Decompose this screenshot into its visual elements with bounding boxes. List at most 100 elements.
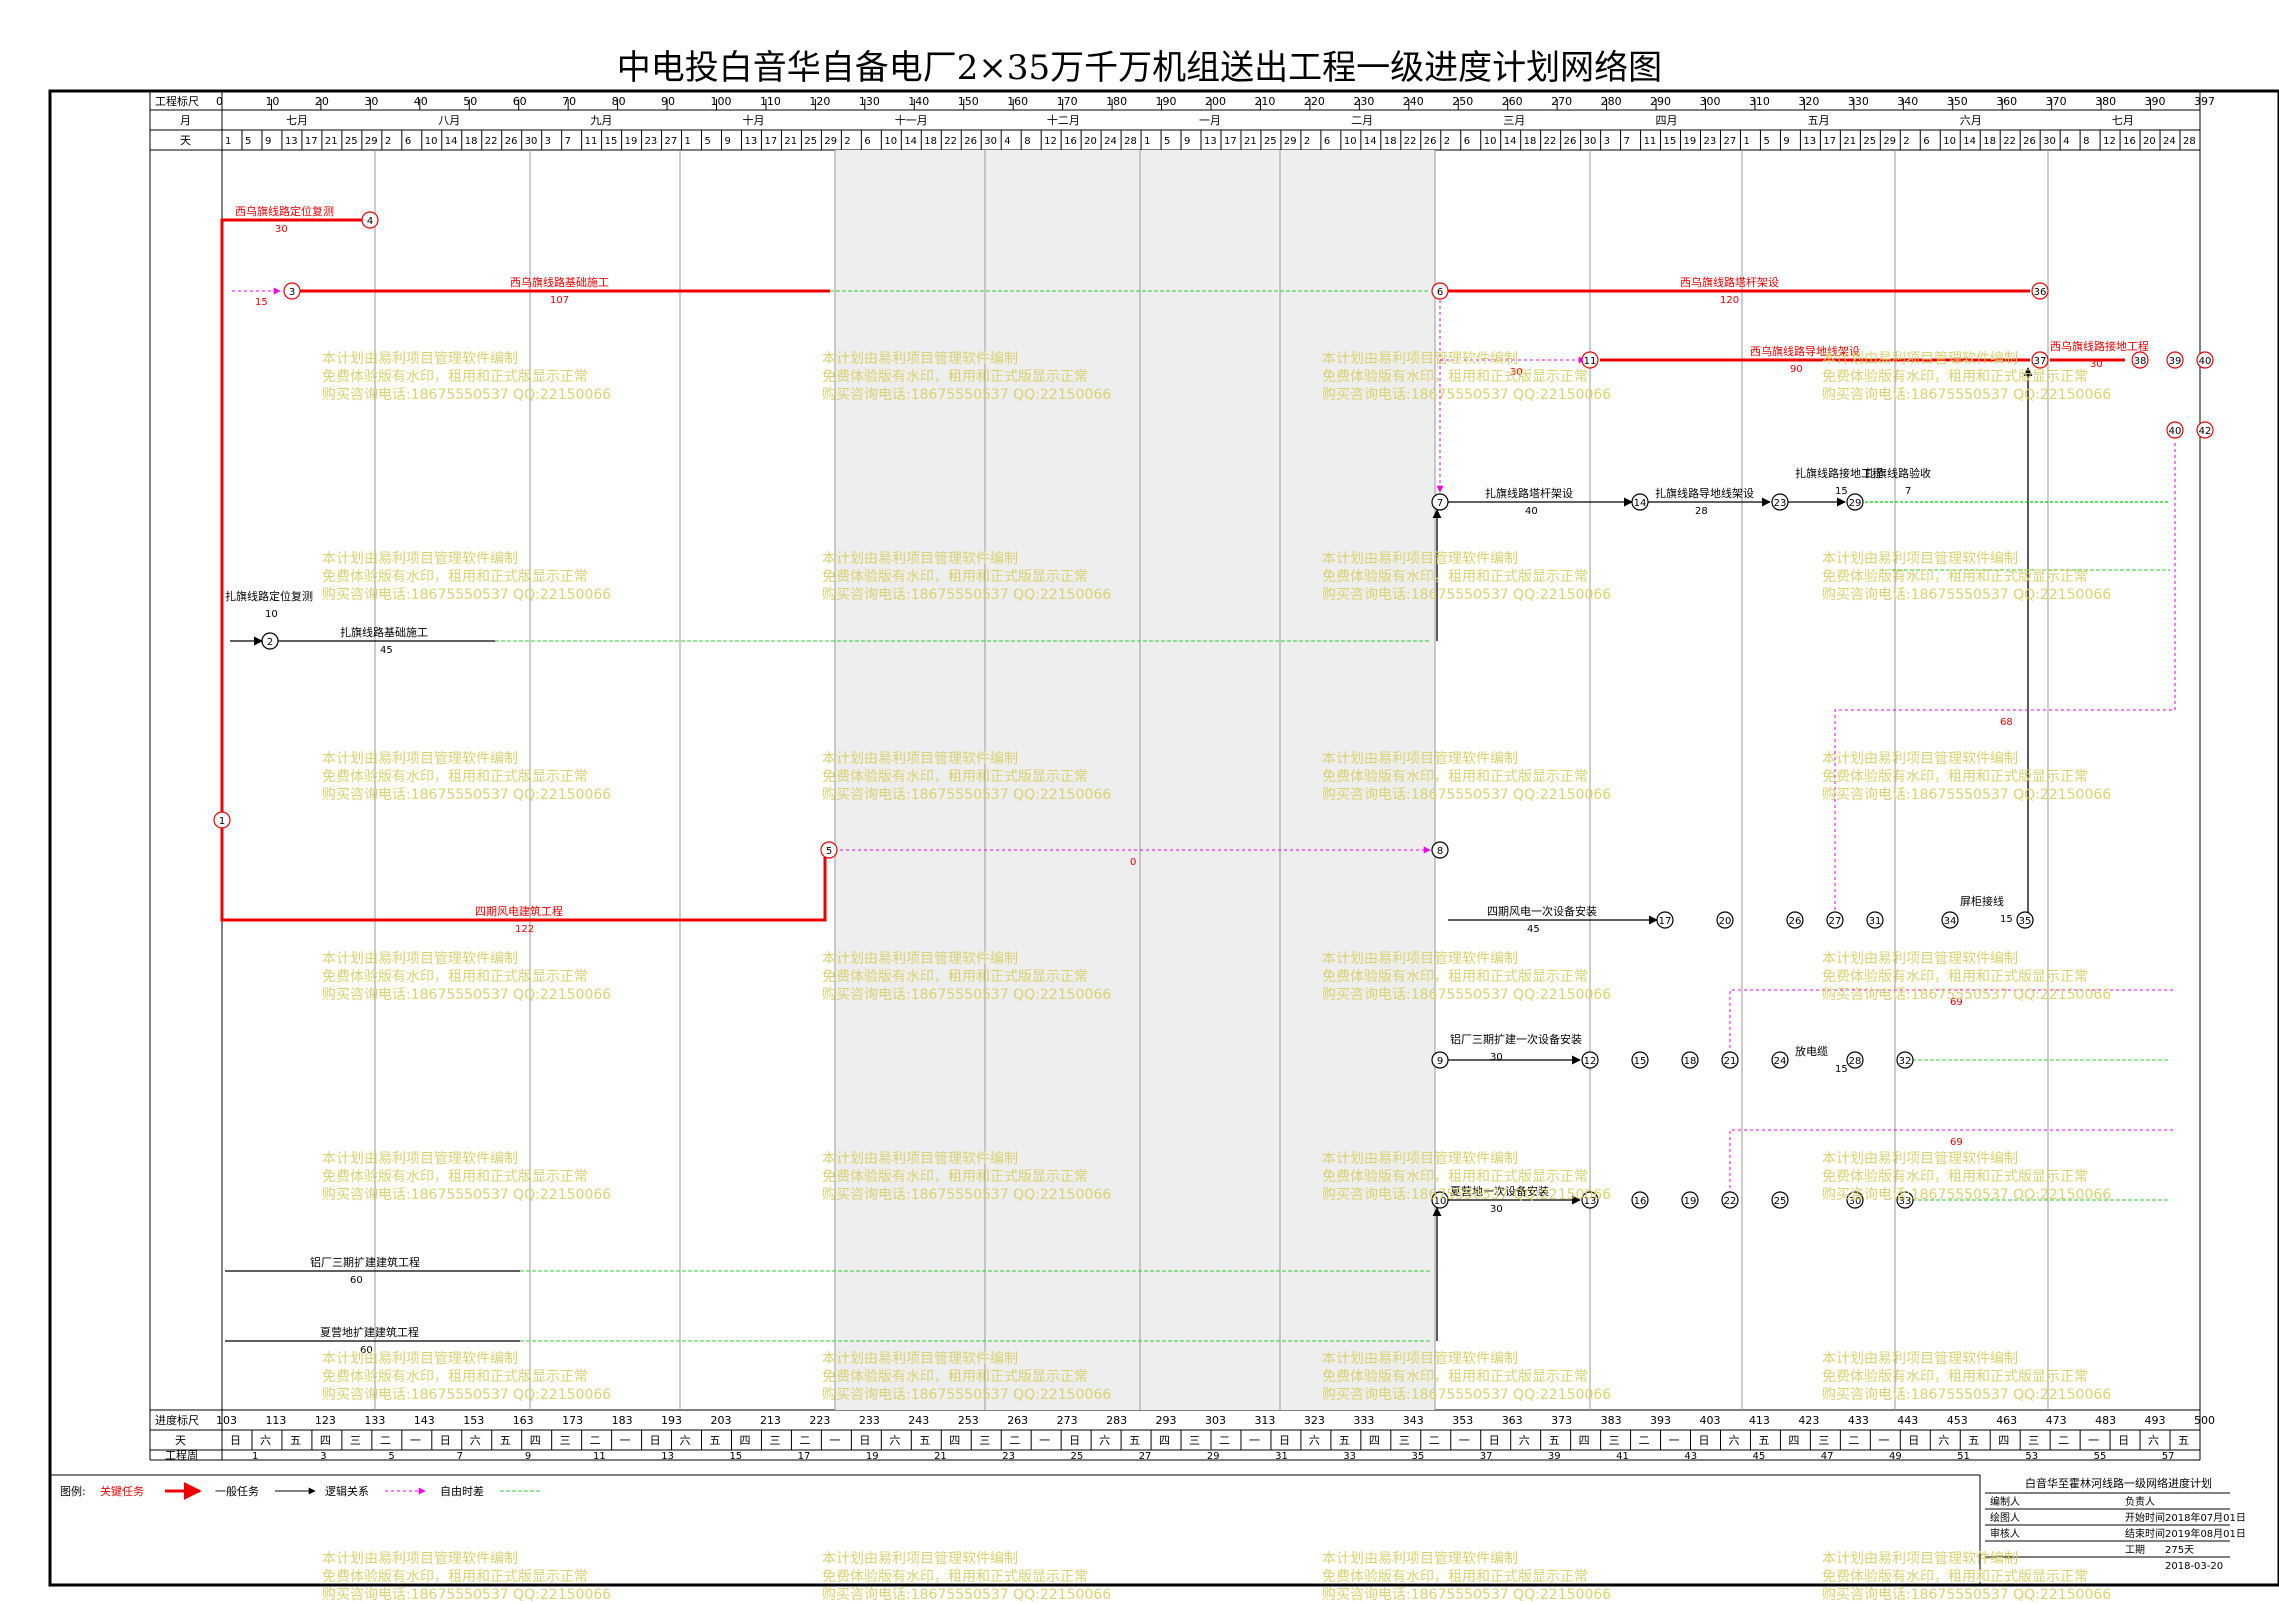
day-label: 8 [2083,136,2089,147]
weekday-label: 三 [1818,1434,1829,1447]
float-label: 69 [1950,1137,1963,1148]
day-label: 17 [305,136,318,147]
watermark-line: 免费体验版有水印，租用和正式版显示正常 [1322,369,1588,385]
day-label: 6 [405,136,411,147]
watermark-line: 免费体验版有水印，租用和正式版显示正常 [322,969,588,985]
watermark-line: 购买咨询电话:18675550537 QQ:22150066 [1322,1187,1612,1203]
watermark-line: 本计划由易利项目管理软件编制 [1322,951,1518,967]
weekday-label: 一 [2088,1434,2099,1447]
day-label: 29 [1284,136,1297,147]
event-node [1846,1191,1864,1209]
event-node-number: 26 [1789,916,1802,927]
watermark: 本计划由易利项目管理软件编制 免费体验版有水印，租用和正式版显示正常 购买咨询电话:… [1822,750,2111,804]
weekday-label: 五 [710,1434,721,1447]
event-node-number: 18 [1684,1056,1697,1067]
event-node [1846,1051,1864,1069]
event-node-number: 28 [1849,1056,1862,1067]
watermark-line: 本计划由易利项目管理软件编制 [322,751,518,767]
progress-tick: 333 [1353,1414,1374,1427]
day-label: 6 [864,136,870,147]
watermark: 本计划由易利项目管理软件编制 免费体验版有水印，租用和正式版显示正常 购买咨询电话:… [322,950,611,1004]
day-label: 14 [904,136,917,147]
scale-tick: 10 [265,95,279,108]
watermark-line: 本计划由易利项目管理软件编制 [822,951,1018,967]
scale-tick: 300 [1700,95,1721,108]
watermark: 本计划由易利项目管理软件编制 免费体验版有水印，租用和正式版显示正常 购买咨询电话:… [1822,1550,2111,1604]
title-block-cell: 审核人 [1990,1527,2020,1540]
watermark-line: 本计划由易利项目管理软件编制 [822,1351,1018,1367]
event-node [1846,493,1864,511]
month-label: 二月 [1351,114,1373,127]
watermark-line: 免费体验版有水印，租用和正式版显示正常 [1322,569,1588,585]
month-label: 七月 [2112,114,2134,127]
event-node [1431,493,1449,511]
event-node-number: 39 [2169,356,2182,367]
event-node [1631,493,1649,511]
weekday-label: 日 [230,1434,241,1447]
event-node [1431,1051,1449,1069]
week-label: 19 [866,1451,879,1462]
progress-tick: 243 [908,1414,929,1427]
day-label: 29 [365,136,378,147]
float-label: 30 [1510,367,1523,378]
event-node [1581,1191,1599,1209]
event-node [1896,1051,1914,1069]
watermark-line: 购买咨询电话:18675550537 QQ:22150066 [822,387,1112,403]
legend-label: 图例: [60,1484,86,1498]
event-node-number: 29 [1849,498,1862,509]
event-node-number: 4 [367,216,373,227]
task-label: 扎旗线路接地工程 [1795,466,1883,480]
event-node-number: 33 [1899,1196,1912,1207]
day-label: 9 [1783,136,1789,147]
month-label: 六月 [1960,114,1982,127]
day-label: 6 [1464,136,1470,147]
progress-tick: 123 [315,1414,336,1427]
weekday-label: 日 [2118,1434,2129,1447]
week-label: 35 [1412,1451,1425,1462]
scale-tick: 360 [1996,95,2017,108]
day-label: 4 [1004,136,1010,147]
day-label: 8 [1024,136,1030,147]
watermark-line: 本计划由易利项目管理软件编制 [1322,351,1518,367]
day-label: 6 [1324,136,1330,147]
task-duration: 122 [515,924,534,935]
day-label: 4 [2063,136,2069,147]
day-label: 26 [505,136,518,147]
watermark-line: 免费体验版有水印，租用和正式版显示正常 [322,769,588,785]
weekday-label: 五 [1758,1434,1769,1447]
scale-tick: 260 [1502,95,1523,108]
weekday-label: 五 [919,1434,930,1447]
week-label: 29 [1207,1451,1220,1462]
weekday-label: 六 [1938,1434,1949,1447]
weekday-label: 二 [1848,1434,1859,1447]
event-node-number: 6 [1437,287,1443,298]
progress-tick: 500 [2194,1414,2215,1427]
watermark-line: 购买咨询电话:18675550537 QQ:22150066 [322,387,612,403]
watermark: 本计划由易利项目管理软件编制 免费体验版有水印，租用和正式版显示正常 购买咨询电话:… [1322,1550,1611,1604]
event-node [1581,351,1599,369]
watermark-line: 购买咨询电话:18675550537 QQ:22150066 [322,587,612,603]
outer-frame [48,89,2279,1587]
title-block-cell: 2018年07月01日 [2165,1511,2246,1524]
day-label: 30 [1584,136,1597,147]
day-label: 5 [1763,136,1769,147]
watermark: 本计划由易利项目管理软件编制 免费体验版有水印，租用和正式版显示正常 购买咨询电话:… [822,350,1111,404]
event-node [2016,911,2034,929]
progress-tick: 323 [1304,1414,1325,1427]
day-label: 21 [1244,136,1257,147]
watermark: 本计划由易利项目管理软件编制 免费体验版有水印，租用和正式版显示正常 购买咨询电话:… [822,1150,1111,1204]
week-label: 9 [525,1451,531,1462]
day-label: 22 [2003,136,2016,147]
watermark-line: 本计划由易利项目管理软件编制 [822,1151,1018,1167]
day-label: 12 [2103,136,2116,147]
scale-tick: 200 [1205,95,1226,108]
watermark: 本计划由易利项目管理软件编制 免费体验版有水印，租用和正式版显示正常 购买咨询电话:… [1322,1350,1611,1404]
day-label: 21 [784,136,797,147]
event-node [2196,351,2214,369]
day-label: 15 [605,136,618,147]
day-label: 25 [804,136,817,147]
watermark-line: 购买咨询电话:18675550537 QQ:22150066 [822,587,1112,603]
scale-tick: 340 [1897,95,1918,108]
title-block-cell: 绘图人 [1990,1511,2020,1524]
scale-tick: 270 [1551,95,1572,108]
